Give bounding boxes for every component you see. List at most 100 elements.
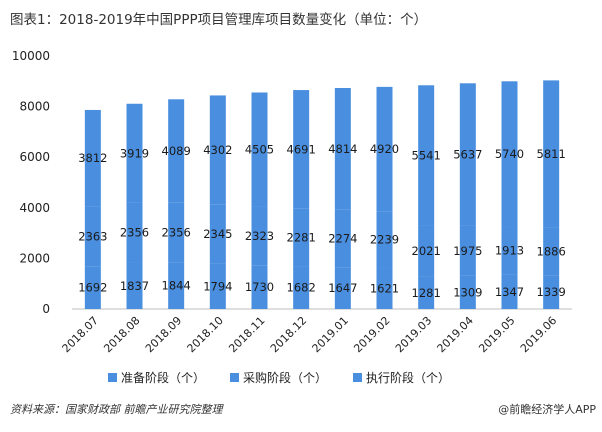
data-label: 4814 xyxy=(328,142,357,156)
bar-segment xyxy=(84,206,101,267)
bar-segment xyxy=(126,103,143,203)
data-label: 4505 xyxy=(245,142,274,156)
x-tick-label: 2018.07 xyxy=(60,314,101,355)
data-label: 1794 xyxy=(203,279,232,293)
y-tick-label: 2000 xyxy=(19,251,50,265)
data-label: 1886 xyxy=(537,244,566,258)
bar-segment xyxy=(543,275,560,309)
bar-segment xyxy=(209,95,226,205)
data-label: 3812 xyxy=(78,151,107,165)
y-tick-label: 8000 xyxy=(19,100,50,114)
x-tick-label: 2018.11 xyxy=(226,314,267,355)
data-label: 1309 xyxy=(453,285,482,299)
bar-segment xyxy=(168,262,185,309)
bar-segment xyxy=(376,267,393,309)
data-label: 4302 xyxy=(203,143,232,157)
x-tick-label: 2018.09 xyxy=(143,314,184,355)
data-label: 5541 xyxy=(412,148,441,162)
data-label: 1692 xyxy=(78,281,107,295)
bar-segment xyxy=(459,225,476,276)
bar-segment xyxy=(501,274,518,309)
data-label: 4691 xyxy=(287,142,316,156)
data-label: 1975 xyxy=(453,244,482,258)
bar-segment xyxy=(418,276,435,309)
bar-segment xyxy=(334,209,351,268)
bar-segment xyxy=(293,266,310,309)
data-label: 1844 xyxy=(162,279,191,293)
bar-segment xyxy=(543,227,560,276)
data-label: 4089 xyxy=(162,144,191,158)
bar-segment xyxy=(126,202,143,263)
y-tick-label: 0 xyxy=(42,302,50,316)
x-tick-label: 2018.12 xyxy=(268,314,309,355)
bar-segment xyxy=(168,99,185,203)
data-label: 1347 xyxy=(495,285,524,299)
data-label: 2021 xyxy=(412,244,441,258)
data-label: 2323 xyxy=(245,229,274,243)
bar-segment xyxy=(334,267,351,309)
data-label: 2356 xyxy=(120,226,149,240)
bar-segment xyxy=(501,226,518,275)
bar-segment xyxy=(543,80,560,228)
bar-segment xyxy=(84,266,101,309)
x-tick-label: 2019.03 xyxy=(393,314,434,355)
data-label: 2274 xyxy=(328,232,357,246)
bar-segment xyxy=(293,208,310,267)
x-tick-label: 2019.01 xyxy=(310,314,351,355)
x-tick-label: 2019.06 xyxy=(518,314,559,355)
data-label: 1621 xyxy=(370,281,399,295)
data-label: 4920 xyxy=(370,142,399,156)
bar-segment xyxy=(168,202,185,263)
legend-swatch xyxy=(230,373,239,382)
data-label: 2363 xyxy=(78,229,107,243)
data-label: 1730 xyxy=(245,280,274,294)
data-label: 2345 xyxy=(203,227,232,241)
bar-segment xyxy=(251,92,268,207)
bar-segment xyxy=(209,204,226,264)
legend-swatch xyxy=(108,373,117,382)
data-label: 1682 xyxy=(287,281,316,295)
bar-segment xyxy=(209,263,226,309)
y-tick-label: 4000 xyxy=(19,201,50,215)
source-note: 资料来源：国家财政部 前瞻产业研究院整理 xyxy=(10,403,223,416)
data-label: 2239 xyxy=(370,233,399,247)
data-label: 2281 xyxy=(287,231,316,245)
data-label: 5637 xyxy=(453,148,482,162)
data-label: 1647 xyxy=(328,281,357,295)
bar-segment xyxy=(376,211,393,268)
x-tick-label: 2019.05 xyxy=(476,314,517,355)
bar-segment xyxy=(84,109,101,207)
data-label: 2356 xyxy=(162,226,191,240)
data-label: 1281 xyxy=(412,286,441,300)
x-tick-label: 2019.02 xyxy=(351,314,392,355)
x-tick-label: 2018.08 xyxy=(101,314,142,355)
data-label: 5811 xyxy=(537,147,566,161)
y-tick-label: 10000 xyxy=(12,49,50,63)
chart-title: 图表1：2018-2019年中国PPP项目管理库项目数量变化（单位：个） xyxy=(10,12,428,28)
data-label: 1913 xyxy=(495,244,524,258)
bar-segment xyxy=(418,85,435,226)
bar-segment xyxy=(251,206,268,266)
bar-segment xyxy=(418,225,435,277)
data-label: 3919 xyxy=(120,146,149,160)
bar-segment xyxy=(126,262,143,309)
data-label: 1339 xyxy=(537,285,566,299)
y-tick-label: 6000 xyxy=(19,150,50,164)
legend-swatch xyxy=(353,373,362,382)
legend-label: 执行阶段（个） xyxy=(366,370,450,385)
bar-segment xyxy=(251,265,268,309)
x-tick-label: 2019.04 xyxy=(435,314,476,355)
bar-segment xyxy=(459,83,476,226)
data-label: 5740 xyxy=(495,147,524,161)
data-label: 1837 xyxy=(120,279,149,293)
bar-segment xyxy=(376,86,393,212)
bar-segment xyxy=(334,88,351,210)
legend-label: 准备阶段（个） xyxy=(121,370,205,385)
bar-segment xyxy=(293,90,310,209)
x-tick-label: 2018.10 xyxy=(185,314,226,355)
bar-segment xyxy=(501,81,518,227)
legend-label: 采购阶段（个） xyxy=(243,370,327,385)
brand-credit: @前瞻经济学人APP xyxy=(498,403,596,416)
bar-segment xyxy=(459,275,476,309)
